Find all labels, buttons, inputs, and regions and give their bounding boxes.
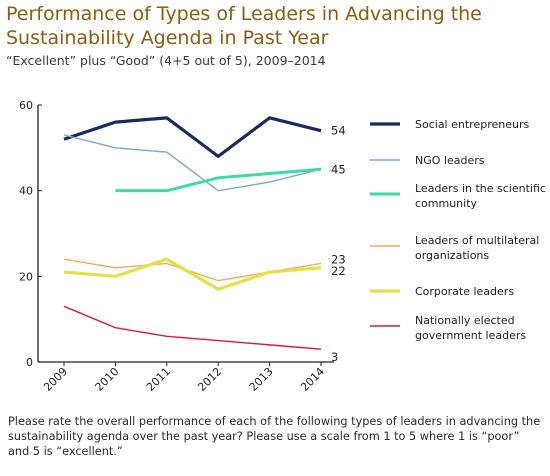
y-tick-label: 20 <box>19 270 33 283</box>
legend-label: Leaders in the scientific <box>415 182 546 195</box>
series-line-5 <box>63 305 322 350</box>
y-tick-label: 60 <box>19 99 33 112</box>
survey-question-footnote: Please rate the overall performance of e… <box>8 415 541 458</box>
x-tick-label: 2010 <box>93 365 122 394</box>
legend-label: Leaders of multilateral <box>415 234 539 247</box>
legend-label: Social entrepreneurs <box>415 118 529 131</box>
x-tick-label: 2013 <box>247 365 276 394</box>
x-tick-label: 2009 <box>41 365 70 394</box>
x-tick-label: 2014 <box>298 365 327 394</box>
legend-label: organizations <box>415 249 489 262</box>
x-tick-label: 2011 <box>144 365 173 394</box>
series-line-1 <box>63 134 322 192</box>
series-end-label: 23 <box>331 252 346 266</box>
chart-title: Performance of Types of Leaders in Advan… <box>6 2 546 50</box>
chart-title-line-2: Sustainability Agenda in Past Year <box>6 27 329 49</box>
legend-label: government leaders <box>415 329 526 342</box>
legend-label: community <box>415 197 478 210</box>
series-end-label: 22 <box>331 264 346 278</box>
series-line-0 <box>63 116 322 158</box>
y-tick-label: 40 <box>19 185 33 198</box>
series-end-label: 54 <box>331 124 346 138</box>
series-line-2 <box>115 167 322 193</box>
series-end-label: 45 <box>331 162 346 176</box>
legend-label: Corporate leaders <box>415 285 514 298</box>
chart-subtitle: “Excellent” plus “Good” (4+5 out of 5), … <box>6 53 326 68</box>
x-tick-label: 2012 <box>195 365 224 394</box>
series-line-4 <box>63 257 322 291</box>
y-tick-label: 0 <box>26 356 33 369</box>
series-end-label: 3 <box>331 350 338 364</box>
legend-label: Nationally elected <box>415 314 515 327</box>
legend-label: NGO leaders <box>415 154 485 167</box>
chart-title-line-1: Performance of Types of Leaders in Advan… <box>6 3 482 25</box>
